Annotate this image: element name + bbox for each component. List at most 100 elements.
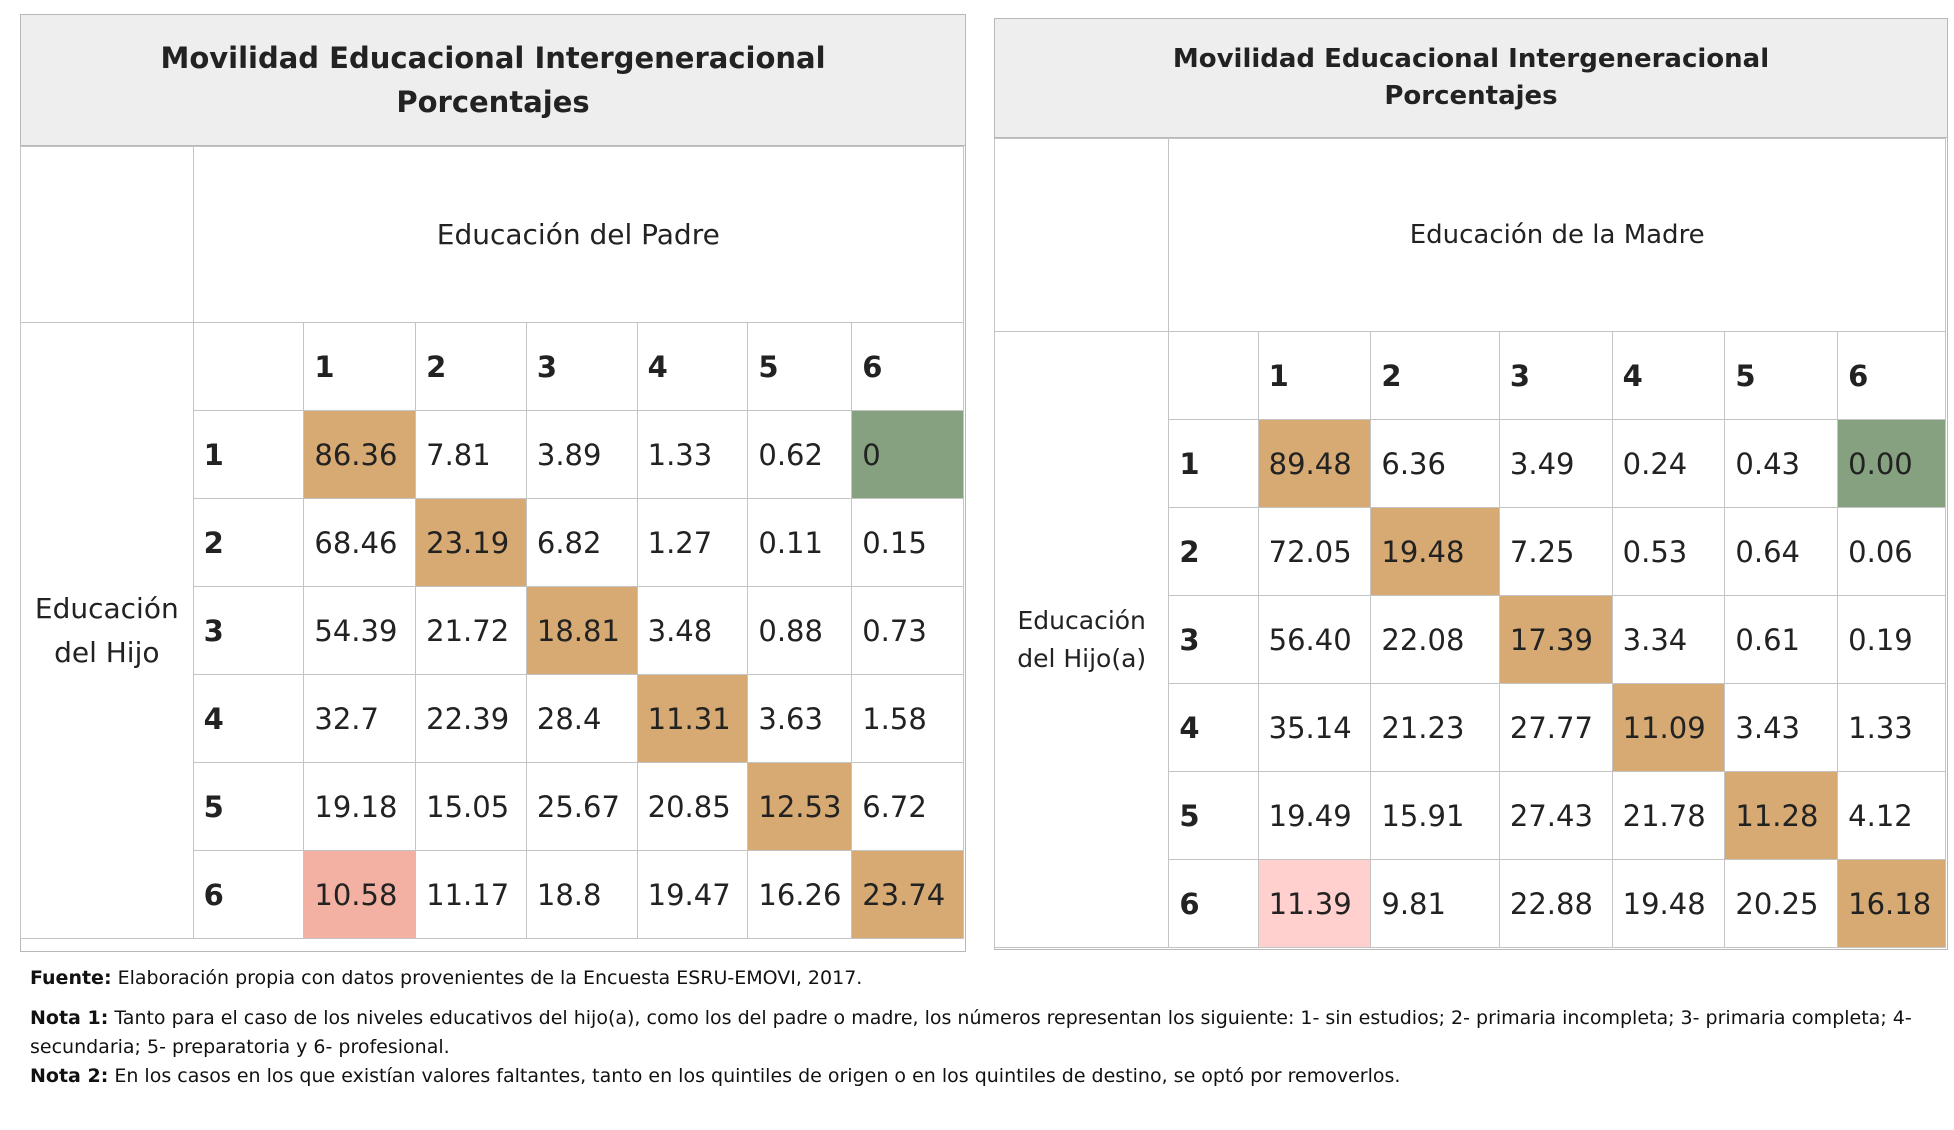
table-cell: 3.63	[747, 674, 853, 763]
col-header: 4	[1611, 331, 1726, 420]
table-title: Movilidad Educacional Intergeneracional …	[995, 19, 1947, 138]
table-cell: 16.26	[747, 850, 853, 939]
table-cell: 0.73	[851, 586, 964, 675]
row-header: 1	[192, 410, 305, 499]
table-cell: 0.43	[1724, 419, 1839, 508]
row-group-header-line2: del Hijo(a)	[1017, 643, 1147, 673]
col-header: 5	[1724, 331, 1839, 420]
table-cell: 23.19	[415, 498, 527, 587]
table-cell: 15.05	[415, 762, 527, 851]
row-group-header: Educación del Hijo	[20, 322, 194, 939]
row-header: 3	[192, 586, 305, 675]
table-cell: 56.40	[1257, 595, 1372, 684]
table-cell: 27.43	[1498, 771, 1613, 860]
col-header: 2	[1370, 331, 1500, 420]
row-header: 5	[192, 762, 305, 851]
table-cell: 32.7	[303, 674, 417, 763]
table-cell: 54.39	[303, 586, 417, 675]
table-cell: 0.53	[1611, 507, 1726, 596]
table-cell: 0.88	[747, 586, 853, 675]
table-cell: 22.39	[415, 674, 527, 763]
col-header: 6	[1837, 331, 1946, 420]
table-cell: 19.47	[636, 850, 749, 939]
row-header: 2	[192, 498, 305, 587]
row-group-header-line1: Educación	[34, 591, 179, 625]
table-cell: 10.58	[303, 850, 417, 939]
table-cell: 89.48	[1257, 419, 1372, 508]
table-cell: 28.4	[525, 674, 638, 763]
father-mobility-table-panel: Movilidad Educacional Intergeneracional …	[20, 14, 966, 952]
col-header: 1	[303, 322, 417, 411]
table-title: Movilidad Educacional Intergeneracional …	[21, 15, 965, 146]
table-title-line2: Porcentajes	[1384, 81, 1558, 111]
father-mobility-matrix: Educación del Padre Educación del Hijo 1…	[20, 146, 965, 939]
col-header: 3	[1498, 331, 1613, 420]
table-cell: 19.49	[1257, 771, 1372, 860]
row-header: 4	[192, 674, 305, 763]
corner-cell	[20, 146, 194, 323]
table-cell: 9.81	[1370, 859, 1500, 948]
note-1: Nota 1: Tanto para el caso de los nivele…	[30, 1004, 1940, 1062]
table-cell: 0.06	[1837, 507, 1946, 596]
table-cell: 72.05	[1257, 507, 1372, 596]
mother-mobility-table-panel: Movilidad Educacional Intergeneracional …	[993, 18, 1948, 950]
table-cell: 35.14	[1257, 683, 1372, 772]
col-header: 5	[747, 322, 853, 411]
table-cell: 3.89	[525, 410, 638, 499]
table-cell: 0.24	[1611, 419, 1726, 508]
row-header: 4	[1168, 683, 1259, 772]
table-cell: 21.23	[1370, 683, 1500, 772]
table-cell: 23.74	[851, 850, 964, 939]
table-cell: 1.33	[1837, 683, 1946, 772]
table-title-line1: Movilidad Educacional Intergeneracional	[160, 41, 826, 75]
column-group-header: Educación del Padre	[192, 146, 965, 323]
source-note: Fuente: Elaboración propia con datos pro…	[30, 964, 1940, 993]
table-cell: 20.85	[636, 762, 749, 851]
header-corner-cell	[192, 322, 305, 411]
table-cell: 0.61	[1724, 595, 1839, 684]
table-cell: 6.82	[525, 498, 638, 587]
note-2-label: Nota 2:	[30, 1065, 109, 1087]
col-header: 2	[415, 322, 527, 411]
row-header: 6	[1168, 859, 1259, 948]
table-cell: 3.49	[1498, 419, 1613, 508]
column-group-header: Educación de la Madre	[1168, 138, 1946, 332]
table-cell: 7.81	[415, 410, 527, 499]
row-header: 6	[192, 850, 305, 939]
col-header: 1	[1257, 331, 1372, 420]
table-title-line1: Movilidad Educacional Intergeneracional	[1172, 44, 1770, 74]
table-cell: 86.36	[303, 410, 417, 499]
row-header: 2	[1168, 507, 1259, 596]
table-cell: 11.39	[1257, 859, 1372, 948]
table-cell: 11.28	[1724, 771, 1839, 860]
table-cell: 0.15	[851, 498, 964, 587]
table-cell: 20.25	[1724, 859, 1839, 948]
table-cell: 18.8	[525, 850, 638, 939]
note-1-label: Nota 1:	[30, 1007, 109, 1029]
table-cell: 16.18	[1837, 859, 1946, 948]
note-2: Nota 2: En los casos en los que existían…	[30, 1062, 1940, 1091]
table-title-line2: Porcentajes	[396, 85, 590, 119]
row-header: 3	[1168, 595, 1259, 684]
table-cell: 0.19	[1837, 595, 1946, 684]
row-group-header-line2: del Hijo	[54, 635, 160, 669]
table-cell: 25.67	[525, 762, 638, 851]
header-corner-cell	[1168, 331, 1259, 420]
mother-mobility-matrix: Educación de la Madre Educación del Hijo…	[993, 138, 1946, 948]
table-cell: 0.00	[1837, 419, 1946, 508]
table-cell: 11.17	[415, 850, 527, 939]
table-cell: 19.48	[1370, 507, 1500, 596]
table-cell: 6.36	[1370, 419, 1500, 508]
row-group-header: Educación del Hijo(a)	[993, 331, 1170, 948]
table-cell: 1.27	[636, 498, 749, 587]
table-cell: 21.78	[1611, 771, 1726, 860]
table-cell: 0.64	[1724, 507, 1839, 596]
table-cell: 15.91	[1370, 771, 1500, 860]
table-cell: 11.09	[1611, 683, 1726, 772]
table-cell: 21.72	[415, 586, 527, 675]
table-cell: 1.58	[851, 674, 964, 763]
table-cell: 17.39	[1498, 595, 1613, 684]
table-cell: 68.46	[303, 498, 417, 587]
col-header: 6	[851, 322, 964, 411]
table-cell: 22.08	[1370, 595, 1500, 684]
